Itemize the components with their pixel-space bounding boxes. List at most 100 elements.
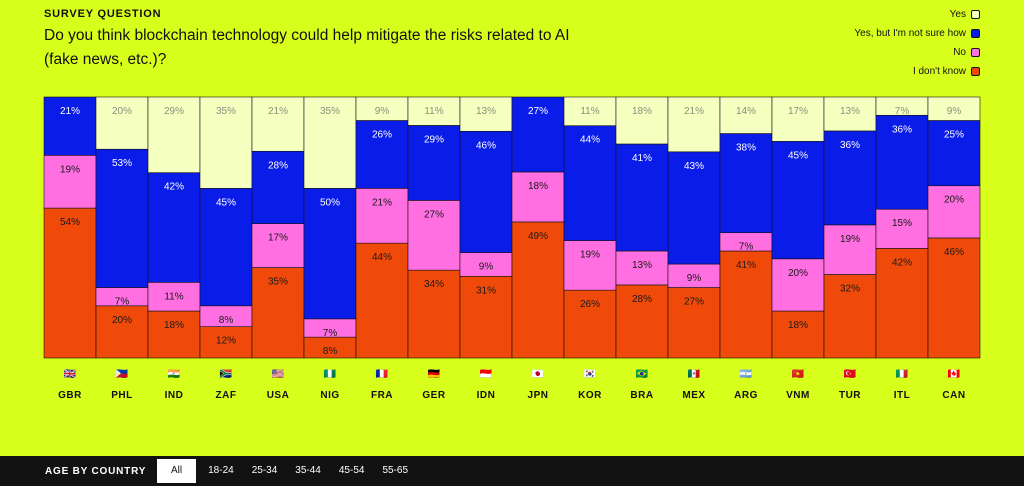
legend-label: Yes, but I'm not sure how xyxy=(854,28,966,39)
data-label-no-fra: 21% xyxy=(372,197,392,208)
legend-item-yes: Yes xyxy=(950,9,980,20)
data-label-yes-but-i-m-not-sure-how-itl: 36% xyxy=(892,124,912,135)
legend-item-dont-know: I don't know xyxy=(913,66,980,77)
data-label-yes-ind: 29% xyxy=(164,106,184,117)
flag-icon-idn: 🇮🇩 xyxy=(480,368,493,380)
tab-45-54[interactable]: 45-54 xyxy=(338,465,365,476)
country-label-zaf: ZAF xyxy=(216,390,237,401)
tab-25-34[interactable]: 25-34 xyxy=(251,465,278,476)
data-label-yes-itl: 7% xyxy=(895,106,910,117)
data-label-no-ind: 11% xyxy=(164,291,183,302)
data-label-no-idn: 9% xyxy=(479,262,494,273)
chart-legend: Yes Yes, but I'm not sure how No I don't… xyxy=(854,9,980,77)
data-label-yes-arg: 14% xyxy=(736,106,756,117)
bar-segment-yes-bra xyxy=(615,96,669,145)
bar-segment-yes-mex xyxy=(667,96,721,153)
data-label-yes-tur: 13% xyxy=(840,106,860,117)
data-label-no-mex: 9% xyxy=(687,273,702,284)
bar-segment-i-don-t-know-ger xyxy=(407,269,461,359)
bar-segment-i-don-t-know-tur xyxy=(823,274,877,359)
flag-icon-phl: 🇵🇭 xyxy=(116,368,129,380)
data-label-i-don-t-know-bra: 28% xyxy=(632,294,652,305)
data-label-no-arg: 7% xyxy=(739,242,754,253)
bar-segment-no-vnm xyxy=(771,258,825,312)
flag-icon-zaf: 🇿🇦 xyxy=(220,368,233,380)
country-label-itl: ITL xyxy=(894,390,911,401)
tab-18-24[interactable]: 18-24 xyxy=(208,465,234,476)
flag-icon-fra: 🇫🇷 xyxy=(376,368,389,380)
bar-segment-yes-kor xyxy=(563,96,617,127)
tab-55-65[interactable]: 55-65 xyxy=(382,465,409,476)
data-label-yes-but-i-m-not-sure-how-vnm: 45% xyxy=(788,150,808,161)
bar-segment-yes-but-i-m-not-sure-how-tur xyxy=(823,130,877,226)
data-label-yes-idn: 13% xyxy=(476,106,496,117)
bar-segment-yes-but-i-m-not-sure-how-gbr xyxy=(43,96,97,156)
bar-segment-yes-but-i-m-not-sure-how-ind xyxy=(147,172,201,283)
bar-segment-yes-vnm xyxy=(771,96,825,142)
data-label-yes-kor: 11% xyxy=(580,106,599,117)
flag-icon-ind: 🇮🇳 xyxy=(168,368,181,380)
data-label-yes-phl: 20% xyxy=(112,106,132,117)
data-label-i-don-t-know-vnm: 18% xyxy=(788,320,808,331)
country-label-can: CAN xyxy=(942,390,965,401)
data-label-yes-but-i-m-not-sure-how-ind: 42% xyxy=(164,182,184,193)
bar-segment-i-don-t-know-vnm xyxy=(771,310,825,359)
bar-segment-i-don-t-know-kor xyxy=(563,289,617,359)
bar-segment-yes-but-i-m-not-sure-how-itl xyxy=(875,114,929,210)
data-label-yes-but-i-m-not-sure-how-arg: 38% xyxy=(736,143,756,154)
bar-segment-yes-idn xyxy=(459,96,513,132)
data-label-no-usa: 17% xyxy=(268,233,288,244)
bar-segment-yes-but-i-m-not-sure-how-zaf xyxy=(199,188,253,307)
data-label-i-don-t-know-itl: 42% xyxy=(892,257,912,268)
flag-icon-nig: 🇳🇬 xyxy=(324,368,337,380)
tab-35-44[interactable]: 35-44 xyxy=(295,465,321,476)
data-label-i-don-t-know-phl: 20% xyxy=(112,315,132,326)
age-filter-tabs: All 18-24 25-34 35-44 45-54 55-65 xyxy=(157,459,417,483)
legend-swatch xyxy=(971,29,980,38)
legend-swatch xyxy=(971,48,980,57)
legend-item-no: No xyxy=(953,47,980,58)
bar-segment-yes-usa xyxy=(251,96,305,152)
flag-icon-arg: 🇦🇷 xyxy=(740,368,753,380)
bar-segment-yes-but-i-m-not-sure-how-nig xyxy=(303,188,357,320)
tab-all[interactable]: All xyxy=(157,459,197,483)
country-label-idn: IDN xyxy=(477,390,496,401)
bar-segment-yes-but-i-m-not-sure-how-jpn xyxy=(511,96,565,173)
legend-label: Yes xyxy=(949,9,966,20)
bar-segment-yes-but-i-m-not-sure-how-mex xyxy=(667,151,721,265)
data-label-i-don-t-know-kor: 26% xyxy=(580,299,600,310)
bar-segment-no-jpn xyxy=(511,171,565,223)
flag-icon-kor: 🇰🇷 xyxy=(584,368,597,380)
data-label-no-zaf: 8% xyxy=(219,315,234,326)
country-label-gbr: GBR xyxy=(58,390,82,401)
country-label-ger: GER xyxy=(422,390,445,401)
bar-segment-i-don-t-know-zaf xyxy=(199,326,253,359)
data-label-no-jpn: 18% xyxy=(528,181,548,192)
data-label-i-don-t-know-nig: 8% xyxy=(323,346,338,357)
bar-segment-no-kor xyxy=(563,240,617,291)
bar-segment-yes-but-i-m-not-sure-how-fra xyxy=(355,120,409,189)
country-label-bra: BRA xyxy=(630,390,653,401)
bar-segment-yes-nig xyxy=(303,96,357,189)
bar-segment-yes-arg xyxy=(719,96,773,134)
bar-segment-i-don-t-know-fra xyxy=(355,242,409,359)
data-label-no-can: 20% xyxy=(944,195,964,206)
data-label-yes-mex: 21% xyxy=(684,106,704,117)
bar-segment-yes-zaf xyxy=(199,96,253,189)
country-label-mex: MEX xyxy=(682,390,705,401)
flag-icon-gbr: 🇬🇧 xyxy=(64,368,77,380)
bar-segment-i-don-t-know-phl xyxy=(95,305,149,359)
legend-swatch xyxy=(971,10,980,19)
bar-segment-no-ind xyxy=(147,282,201,312)
survey-question: Do you think blockchain technology could… xyxy=(44,27,570,68)
stacked-bar-chart: 54% 19% 21% 🇬🇧 GBR 20% 7% 53% 20% 🇵🇭 PHL 18% 11% 42% 2… xyxy=(43,96,981,401)
country-label-tur: TUR xyxy=(839,390,861,401)
bar-segment-no-bra xyxy=(615,250,669,286)
data-label-i-don-t-know-jpn: 49% xyxy=(528,231,548,242)
bar-segment-yes-but-i-m-not-sure-how-can xyxy=(927,120,981,187)
bar-segment-yes-but-i-m-not-sure-how-idn xyxy=(459,130,513,253)
data-label-i-don-t-know-gbr: 54% xyxy=(60,217,80,228)
legend-swatch xyxy=(971,67,980,76)
flag-icon-jpn: 🇯🇵 xyxy=(532,368,545,380)
country-label-kor: KOR xyxy=(578,390,602,401)
